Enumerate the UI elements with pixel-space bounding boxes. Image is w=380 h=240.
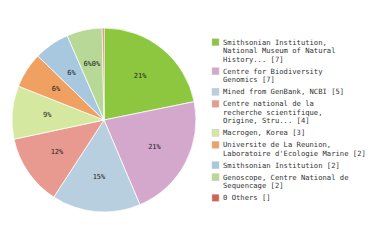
legend-item: Mined from GenBank, NCBI [5] [212, 87, 344, 96]
legend-item: 0 Others [] [212, 193, 271, 202]
legend-swatch [212, 194, 219, 201]
legend-swatch [212, 100, 219, 107]
data-label: 9% [43, 111, 52, 119]
data-label: 15% [93, 173, 106, 181]
legend-label: Centre national de larecherche scientifi… [223, 99, 323, 125]
data-label: 6%0% [83, 60, 101, 68]
slice [102, 28, 104, 120]
legend-label: Universite de La Reunion,Laboratoire d'E… [223, 140, 366, 158]
slice [67, 28, 104, 120]
legend-label: Macrogen, Korea [3] [223, 128, 305, 137]
legend-label-line: Origine, Stru... [4] [223, 116, 310, 125]
legend-label-line: Sequencage [2] [223, 181, 284, 190]
legend-item: Smithsonian Institution,National Museum … [212, 38, 336, 64]
legend-label-line: Smithsonian Institution [2] [223, 161, 340, 170]
legend-label: Centre for BiodiversityGenomics [7] [223, 67, 323, 85]
legend-swatch [212, 162, 219, 169]
slices [12, 28, 196, 212]
legend-label: Mined from GenBank, NCBI [5] [223, 87, 344, 96]
data-label: 6% [52, 85, 61, 93]
legend-label: Genoscope, Centre National deSequencage … [223, 173, 349, 191]
legend-label-line: Laboratoire d'Ecologie Marine [2] [223, 149, 366, 158]
legend-swatch [212, 68, 219, 75]
legend: Smithsonian Institution,National Museum … [212, 38, 366, 203]
legend-item: Genoscope, Centre National deSequencage … [212, 173, 349, 191]
data-label: 21% [148, 143, 161, 151]
chart: 21% 21% 15% 12% 9% 6% 6% 6%0% Smithsonian Instit… [0, 0, 380, 240]
legend-label-line: Genomics [7] [223, 75, 275, 84]
legend-item: Smithsonian Institution [2] [212, 161, 340, 170]
legend-item: Universite de La Reunion,Laboratoire d'E… [212, 140, 366, 158]
legend-label: Smithsonian Institution [2] [223, 161, 340, 170]
legend-item: Macrogen, Korea [3] [212, 128, 305, 137]
legend-swatch [212, 88, 219, 95]
legend-label-line: Mined from GenBank, NCBI [5] [223, 87, 344, 96]
legend-item: Centre for BiodiversityGenomics [7] [212, 67, 323, 85]
legend-label-line: Macrogen, Korea [3] [223, 128, 305, 137]
legend-swatch [212, 39, 219, 46]
legend-label: Smithsonian Institution,National Museum … [223, 38, 336, 64]
data-label: 6% [67, 69, 76, 77]
legend-item: Centre national de larecherche scientifi… [212, 99, 323, 125]
data-label: 21% [134, 72, 147, 80]
data-labels: 21% 21% 15% 12% 9% 6% 6% 6%0% [43, 60, 162, 181]
legend-swatch [212, 141, 219, 148]
legend-label: 0 Others [] [223, 193, 271, 202]
data-label: 12% [51, 148, 64, 156]
legend-swatch [212, 174, 219, 181]
legend-label-line: 0 Others [] [223, 193, 271, 202]
pie: 21% 21% 15% 12% 9% 6% 6% 6%0% [12, 28, 196, 212]
legend-swatch [212, 129, 219, 136]
legend-label-line: History... [7] [223, 55, 284, 64]
